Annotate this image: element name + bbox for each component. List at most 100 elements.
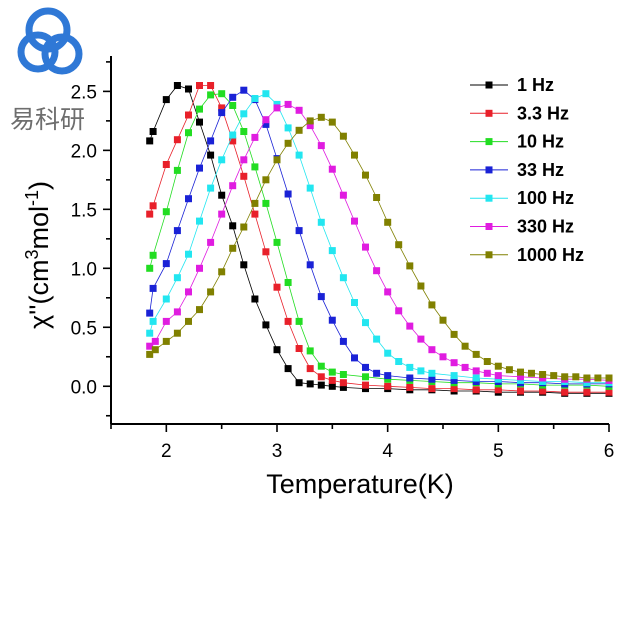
data-point [295, 379, 303, 387]
data-point [240, 172, 248, 180]
logo-ring [17, 31, 59, 73]
logo-ring [41, 33, 83, 75]
data-point [273, 346, 281, 354]
data-point [306, 184, 314, 192]
data-point [572, 373, 580, 381]
data-point [494, 362, 502, 370]
data-point [339, 191, 347, 199]
y-axis-title-superscript: 3 [22, 250, 42, 260]
legend-marker [485, 81, 493, 89]
data-point [439, 316, 447, 324]
legend-label: 33 Hz [517, 160, 564, 180]
data-point [262, 90, 270, 98]
y-axis-title-part: mol [24, 206, 54, 250]
legend-marker [485, 166, 493, 174]
data-point [362, 319, 369, 327]
data-point [284, 100, 292, 108]
data-point [406, 322, 414, 330]
data-point [273, 104, 281, 112]
data-point [362, 243, 369, 251]
legend-marker [485, 194, 493, 202]
legend-label: 1 Hz [517, 75, 554, 95]
data-point [196, 264, 203, 272]
y-axis-title-part: χ''(cm [24, 260, 54, 329]
data-point [207, 151, 215, 159]
data-point [295, 106, 303, 114]
data-point [384, 372, 392, 380]
data-point [450, 330, 458, 338]
series-33-hz [146, 86, 613, 388]
data-point [240, 261, 248, 269]
data-point [517, 368, 524, 376]
data-point [373, 335, 381, 343]
data-point [472, 367, 480, 375]
data-point [317, 113, 325, 121]
data-point [605, 388, 613, 396]
data-point [317, 381, 325, 389]
data-point [417, 335, 425, 343]
data-point [149, 128, 157, 135]
data-point [149, 284, 157, 292]
data-point [229, 244, 237, 252]
data-point [207, 82, 215, 89]
y-axis-title-part: ) [24, 181, 54, 190]
data-point [450, 385, 458, 393]
data-point [517, 387, 524, 395]
data-point [295, 345, 303, 352]
y-tick-label: 2.5 [71, 82, 97, 103]
data-point [406, 363, 414, 371]
data-point [362, 363, 369, 371]
data-point [196, 306, 203, 314]
data-point [317, 362, 325, 370]
data-point [306, 261, 314, 269]
data-point [173, 227, 181, 235]
data-point [351, 217, 358, 225]
legend-item: 3.3 Hz [470, 103, 569, 123]
data-point [185, 129, 192, 137]
data-point [196, 118, 203, 126]
data-point [262, 321, 270, 329]
data-point [251, 199, 259, 207]
y-tick-label: 0.5 [71, 318, 97, 339]
data-point [550, 372, 558, 380]
legend-item: 33 Hz [470, 160, 564, 180]
data-point [229, 102, 237, 109]
data-point [173, 82, 181, 89]
data-point [273, 156, 281, 164]
data-point [328, 118, 336, 126]
data-point [251, 210, 259, 218]
data-point [317, 142, 325, 150]
data-point [528, 369, 535, 377]
data-point [185, 317, 192, 325]
data-point [240, 86, 248, 94]
data-point [328, 316, 336, 324]
data-point [306, 117, 314, 125]
data-point [395, 307, 403, 315]
data-point [162, 208, 170, 216]
data-point [262, 176, 270, 184]
data-point [251, 133, 259, 141]
data-point [284, 190, 292, 198]
legend-label: 100 Hz [517, 188, 574, 208]
data-point [517, 376, 524, 384]
data-point [351, 354, 358, 362]
legend: 1 Hz 3.3 Hz 10 Hz 33 Hz 100 Hz 330 Hz 1000 Hz [470, 75, 584, 265]
data-point [229, 131, 237, 139]
legend-item: 1 Hz [470, 75, 554, 95]
data-point [373, 267, 381, 275]
data-point [339, 337, 347, 345]
data-point [450, 376, 458, 384]
legend-item: 1000 Hz [470, 245, 584, 265]
data-point [240, 223, 248, 231]
data-point [240, 110, 248, 118]
data-point [262, 120, 270, 128]
data-point [428, 369, 436, 377]
data-point [339, 274, 347, 282]
data-point [494, 372, 502, 380]
data-point [384, 349, 392, 357]
data-point [196, 105, 203, 113]
data-point [196, 217, 203, 225]
data-point [162, 161, 170, 168]
data-point [317, 373, 325, 381]
data-point [428, 346, 436, 354]
